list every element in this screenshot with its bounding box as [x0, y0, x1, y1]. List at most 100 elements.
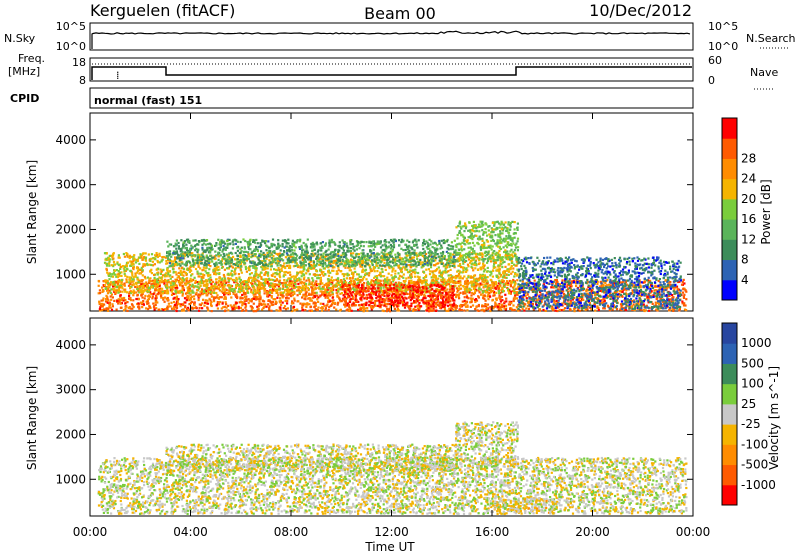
data-cell	[182, 267, 185, 270]
data-cell	[277, 267, 280, 270]
data-cell	[676, 288, 680, 291]
data-cell	[506, 280, 509, 283]
data-cell	[505, 297, 508, 300]
data-cell	[154, 254, 157, 257]
data-cell	[445, 265, 448, 268]
data-cell	[184, 301, 187, 304]
data-cell	[268, 305, 271, 308]
data-cell	[248, 273, 252, 276]
data-cell	[191, 306, 194, 309]
data-cell	[131, 307, 134, 310]
data-cell	[153, 263, 156, 266]
data-cell	[556, 288, 560, 291]
data-cell	[223, 288, 227, 291]
data-cell	[227, 293, 230, 296]
data-cell	[156, 293, 159, 296]
data-cell	[424, 297, 427, 300]
data-cell	[300, 287, 303, 290]
data-cell	[486, 266, 489, 269]
data-cell	[258, 273, 262, 276]
data-cell	[234, 280, 237, 283]
data-cell	[262, 306, 265, 310]
data-cell	[183, 309, 186, 312]
data-cell	[307, 288, 310, 292]
data-cell	[266, 267, 269, 270]
data-cell	[510, 302, 513, 305]
data-cell	[127, 284, 131, 287]
data-cell	[185, 296, 188, 299]
data-cell	[286, 283, 289, 287]
data-cell	[324, 307, 327, 310]
data-cell	[259, 302, 263, 306]
data-cell	[621, 295, 624, 298]
data-cell	[525, 307, 528, 310]
data-cell	[554, 309, 557, 312]
data-cell	[243, 293, 246, 296]
data-cell	[167, 292, 170, 295]
data-cell	[461, 277, 464, 280]
data-cell	[278, 274, 281, 278]
data-cell	[321, 292, 324, 295]
data-cell	[477, 309, 480, 312]
data-cell	[401, 295, 404, 298]
data-cell	[656, 308, 659, 311]
data-cell	[220, 296, 223, 299]
data-cell	[245, 270, 248, 273]
data-cell	[189, 298, 192, 301]
data-cell	[174, 287, 177, 290]
data-cell	[315, 308, 318, 311]
data-cell	[631, 291, 635, 294]
data-cell	[425, 305, 428, 308]
data-cell	[209, 302, 212, 305]
data-cell	[343, 279, 346, 283]
data-cell	[504, 308, 507, 311]
data-cell	[657, 301, 660, 304]
data-cell	[268, 291, 272, 294]
data-cell	[486, 295, 489, 298]
data-cell	[471, 291, 474, 295]
data-cell	[203, 284, 206, 287]
data-cell	[264, 303, 267, 306]
data-cell	[231, 266, 234, 269]
data-cell	[443, 280, 446, 283]
data-cell	[101, 299, 105, 302]
data-cell	[324, 296, 327, 299]
data-cell	[555, 299, 558, 303]
data-cell	[120, 302, 123, 305]
data-cell	[130, 260, 134, 263]
data-cell	[98, 300, 101, 303]
data-cell	[274, 298, 277, 301]
data-cell	[475, 306, 478, 309]
data-cell	[203, 290, 206, 293]
data-cell	[514, 293, 517, 296]
data-cell	[334, 284, 337, 287]
data-cell	[149, 259, 152, 262]
data-cell	[435, 262, 438, 265]
data-cell	[594, 291, 597, 294]
data-cell	[197, 293, 201, 296]
data-cell	[503, 285, 506, 288]
data-cell	[344, 266, 347, 269]
data-cell	[615, 295, 618, 298]
data-cell	[152, 292, 155, 296]
data-cell	[479, 283, 482, 286]
data-cell	[199, 284, 202, 287]
data-cell	[136, 288, 139, 291]
data-cell	[459, 281, 462, 284]
data-cell	[142, 303, 145, 306]
data-cell	[317, 306, 320, 309]
data-cell	[639, 286, 642, 289]
data-cell	[217, 287, 220, 290]
data-cell	[213, 300, 216, 303]
data-cell	[123, 255, 126, 258]
data-cell	[682, 278, 685, 281]
data-cell	[175, 278, 178, 282]
data-cell	[363, 276, 366, 279]
data-cell	[653, 289, 656, 292]
data-cell	[175, 309, 178, 313]
data-cell	[230, 296, 233, 299]
data-cell	[224, 297, 227, 300]
data-cell	[307, 278, 311, 281]
data-cell	[222, 282, 225, 285]
